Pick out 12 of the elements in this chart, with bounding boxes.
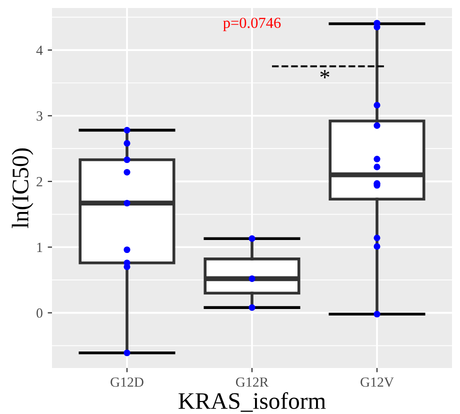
y-tick-label: 3 (36, 111, 42, 121)
y-tick-label: 0 (36, 308, 42, 318)
y-tick-label: 1 (37, 242, 42, 252)
y-axis-title: ln(IC50) (12, 148, 34, 228)
y-tick-label: 4 (36, 46, 43, 55)
x-axis-title: KRAS_isoform (178, 392, 326, 412)
x-tick-label: G12D (110, 377, 144, 387)
y-tick-label: 2 (36, 177, 42, 186)
x-tick-label: G12R (236, 377, 269, 387)
annotation: * (320, 70, 330, 78)
annotation: p=0.0746 (223, 18, 281, 32)
x-tick-label: G12V (360, 377, 394, 387)
